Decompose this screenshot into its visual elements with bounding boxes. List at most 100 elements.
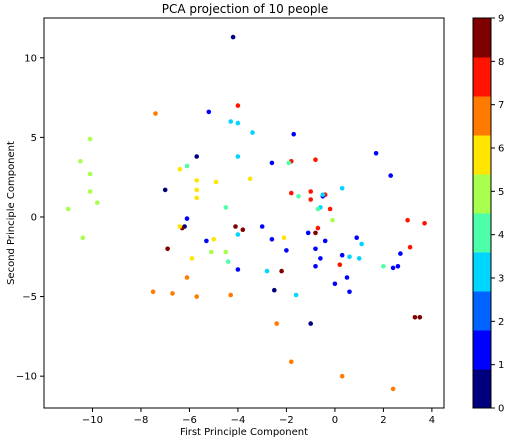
data-point-48 bbox=[204, 238, 209, 244]
data-point-81 bbox=[356, 256, 362, 261]
x-tick-label: −8 bbox=[134, 415, 149, 426]
data-point-31 bbox=[315, 225, 321, 231]
data-point-25 bbox=[289, 190, 294, 196]
data-point-43 bbox=[313, 230, 318, 236]
data-point-63 bbox=[354, 235, 360, 240]
data-point-11 bbox=[194, 294, 199, 299]
y-tick-label: 10 bbox=[24, 53, 37, 64]
data-point-27 bbox=[308, 189, 314, 194]
scatter-points bbox=[65, 34, 427, 392]
x-tick-label: −4 bbox=[231, 415, 246, 426]
colorbar-segment-2 bbox=[473, 291, 491, 331]
data-point-75 bbox=[293, 292, 299, 298]
data-point-5 bbox=[65, 206, 71, 212]
data-point-73 bbox=[235, 232, 241, 237]
colorbar-segment-9 bbox=[473, 18, 491, 58]
data-point-90 bbox=[194, 178, 199, 183]
data-point-35 bbox=[337, 262, 343, 268]
data-point-28 bbox=[308, 197, 314, 202]
data-point-50 bbox=[259, 224, 265, 229]
data-point-61 bbox=[344, 275, 350, 280]
data-point-85 bbox=[296, 194, 301, 199]
x-tick-label: −6 bbox=[182, 415, 197, 426]
colorbar-tick-label: 6 bbox=[498, 144, 504, 155]
data-point-37 bbox=[240, 227, 246, 232]
data-point-71 bbox=[250, 130, 255, 135]
data-point-86 bbox=[286, 160, 292, 166]
plot-area-frame bbox=[43, 17, 445, 409]
colorbar-segment-3 bbox=[473, 252, 491, 292]
data-point-33 bbox=[422, 221, 427, 226]
data-point-4 bbox=[95, 200, 100, 205]
data-point-45 bbox=[291, 131, 297, 137]
colorbar-segment-1 bbox=[473, 330, 491, 370]
data-point-55 bbox=[318, 256, 323, 261]
data-point-41 bbox=[412, 315, 418, 320]
colorbar-tick-label: 8 bbox=[498, 57, 504, 68]
data-point-82 bbox=[184, 163, 190, 169]
data-point-93 bbox=[177, 166, 183, 172]
y-axis-label: Second Principle Component bbox=[6, 141, 17, 285]
data-point-6 bbox=[80, 235, 86, 240]
data-point-97 bbox=[247, 176, 253, 182]
data-point-47 bbox=[184, 216, 190, 221]
colorbar-tick-label: 4 bbox=[498, 230, 504, 241]
data-point-42 bbox=[417, 315, 423, 320]
data-point-14 bbox=[289, 359, 294, 365]
data-point-51 bbox=[269, 237, 275, 242]
data-point-67 bbox=[390, 265, 396, 271]
data-point-79 bbox=[347, 254, 352, 260]
x-tick-label: 4 bbox=[429, 415, 435, 426]
data-point-80 bbox=[359, 241, 364, 247]
x-tick-label: −10 bbox=[82, 415, 103, 426]
data-point-100 bbox=[223, 249, 229, 255]
chart-title: PCA projection of 10 people bbox=[162, 2, 329, 16]
data-point-0 bbox=[78, 159, 83, 164]
data-point-46 bbox=[269, 160, 275, 166]
data-point-15 bbox=[339, 373, 345, 379]
colorbar-segment-8 bbox=[473, 57, 491, 97]
data-point-92 bbox=[213, 179, 219, 185]
data-point-72 bbox=[235, 154, 241, 159]
data-point-8 bbox=[150, 289, 156, 295]
data-point-54 bbox=[313, 246, 318, 252]
data-point-77 bbox=[320, 192, 326, 197]
colorbar-segment-7 bbox=[473, 96, 491, 136]
colorbar-tick-label: 2 bbox=[498, 317, 504, 328]
x-tick-label: 2 bbox=[380, 415, 386, 426]
data-point-78 bbox=[339, 186, 345, 191]
data-point-94 bbox=[177, 224, 183, 229]
data-point-9 bbox=[170, 291, 175, 296]
colorbar-frame bbox=[472, 17, 492, 409]
colorbar-tick-label: 1 bbox=[498, 360, 504, 371]
data-point-22 bbox=[308, 321, 314, 326]
data-point-62 bbox=[347, 289, 352, 295]
colorbar-segment-5 bbox=[473, 174, 491, 214]
data-point-83 bbox=[223, 205, 229, 210]
data-point-95 bbox=[189, 256, 195, 261]
data-point-87 bbox=[315, 206, 321, 212]
y-tick-label: 0 bbox=[31, 212, 37, 223]
colorbar-tick-label: 5 bbox=[498, 187, 504, 198]
data-point-56 bbox=[322, 238, 328, 244]
data-point-91 bbox=[194, 195, 199, 201]
data-point-89 bbox=[194, 187, 199, 193]
y-tick-label: −10 bbox=[16, 372, 37, 383]
colorbar-tick-label: 0 bbox=[498, 404, 504, 415]
data-point-68 bbox=[395, 264, 401, 269]
data-point-57 bbox=[313, 264, 318, 269]
data-point-40 bbox=[279, 268, 284, 274]
data-point-12 bbox=[228, 292, 233, 298]
data-point-13 bbox=[274, 321, 280, 326]
x-axis-label: First Principle Component bbox=[180, 427, 308, 438]
data-point-59 bbox=[332, 281, 338, 287]
data-point-17 bbox=[230, 34, 236, 40]
data-point-30 bbox=[327, 206, 333, 212]
data-point-53 bbox=[305, 230, 311, 236]
y-tick-label: −5 bbox=[22, 292, 37, 303]
data-point-38 bbox=[165, 246, 170, 252]
data-point-52 bbox=[284, 248, 289, 253]
data-point-26 bbox=[313, 157, 318, 162]
x-tick-label: −2 bbox=[279, 415, 294, 426]
